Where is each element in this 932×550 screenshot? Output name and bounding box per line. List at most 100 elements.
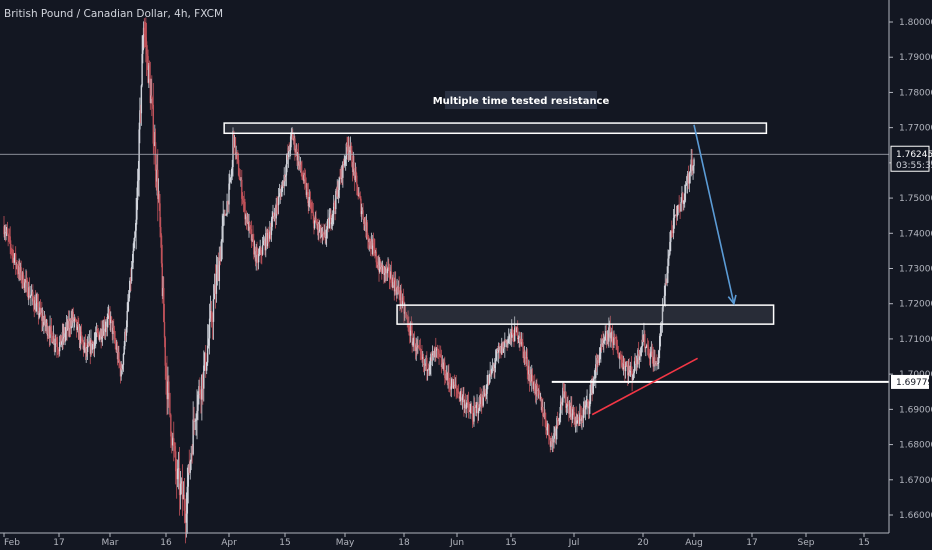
candle-body [501, 343, 503, 354]
candle-body [629, 370, 631, 373]
candle-body [596, 358, 598, 365]
candle-body [627, 365, 630, 376]
candle-body [586, 399, 588, 404]
candle-body [600, 343, 602, 354]
candle-body [545, 419, 547, 428]
candle-body [398, 286, 400, 296]
candle-body [321, 231, 324, 236]
candle-body [679, 209, 681, 212]
candle-body [49, 325, 51, 338]
candle-body [20, 267, 22, 280]
candle-body [614, 336, 617, 339]
candle-body [619, 356, 622, 358]
candle-body [316, 225, 319, 230]
candle-body [280, 193, 282, 197]
candle-body [502, 342, 504, 353]
x-tick-label: 15 [858, 538, 869, 548]
candle-body [190, 452, 192, 462]
candle-body [663, 295, 666, 306]
candle-body [621, 365, 624, 370]
candle-body [597, 360, 600, 363]
candle-body [453, 381, 455, 389]
candle-body [415, 343, 417, 351]
candle-body [572, 407, 574, 414]
candle-body [327, 219, 329, 222]
candle-body [464, 403, 467, 409]
candle-body [202, 374, 204, 389]
candle-body [360, 211, 363, 215]
candle-body [271, 218, 273, 227]
candle-body [343, 163, 345, 165]
candle-body [198, 386, 200, 395]
candle-body [500, 346, 502, 354]
candle-body [513, 340, 515, 342]
candle-body [613, 336, 616, 338]
candle-body [675, 214, 678, 217]
candle-body [557, 420, 560, 422]
candle-body [144, 33, 146, 38]
candle-body [130, 277, 132, 282]
candle-body [60, 335, 62, 345]
candle-body [217, 264, 220, 282]
candle-body [119, 365, 122, 377]
candle-body [178, 468, 181, 496]
candle-body [308, 200, 310, 207]
candle-body [671, 230, 674, 234]
candle-body [323, 234, 325, 236]
candle-body [556, 417, 558, 429]
candle-body [367, 237, 369, 240]
candle-body [285, 164, 288, 176]
candle-body [108, 312, 111, 316]
candle-body [181, 481, 184, 500]
candle-body [390, 271, 393, 283]
candle-body [212, 299, 215, 322]
candle-body [26, 280, 29, 296]
candle-body [339, 176, 341, 178]
candle-body [286, 155, 288, 165]
candle-body [469, 410, 471, 412]
candle-body [37, 302, 40, 315]
candle-body [504, 341, 506, 347]
candle-body [559, 401, 562, 414]
candle-body [580, 414, 582, 421]
candle-body [304, 179, 307, 183]
candle-body [121, 368, 123, 370]
candle-body [389, 278, 391, 279]
candle-body [320, 225, 322, 237]
candle-body [526, 357, 529, 371]
candle-body [208, 318, 211, 339]
candle-body [494, 359, 497, 365]
candle-body [141, 53, 143, 86]
candle-body [297, 153, 299, 161]
candle-body [169, 392, 171, 415]
candle-body [459, 396, 461, 399]
candle-body [69, 321, 71, 329]
candle-body [457, 392, 460, 394]
x-tick-label: 17 [53, 538, 64, 548]
candle-body [307, 192, 309, 207]
candle-body [543, 412, 546, 418]
candle-body [248, 221, 250, 231]
candle-body [110, 316, 112, 324]
candle-body [640, 346, 643, 348]
candle-body [531, 374, 534, 383]
candle-body [5, 231, 7, 234]
candle-body [124, 331, 127, 336]
y-tick-label: 1.75000 [899, 194, 932, 204]
candle-body [243, 201, 245, 203]
candle-body [334, 206, 336, 210]
candle-body [381, 265, 384, 274]
candle-body [214, 285, 217, 294]
candle-body [648, 356, 651, 359]
candle-body [238, 175, 241, 180]
candle-body [193, 419, 195, 422]
projection-arrowhead [727, 294, 737, 306]
candle-body [312, 212, 314, 217]
x-tick-label: Mar [102, 538, 119, 548]
candle-body [421, 354, 423, 359]
candle-body [333, 202, 335, 215]
candle-body [261, 254, 263, 255]
candle-body [175, 471, 178, 480]
candle-body [429, 365, 431, 368]
candle-body [671, 230, 673, 232]
